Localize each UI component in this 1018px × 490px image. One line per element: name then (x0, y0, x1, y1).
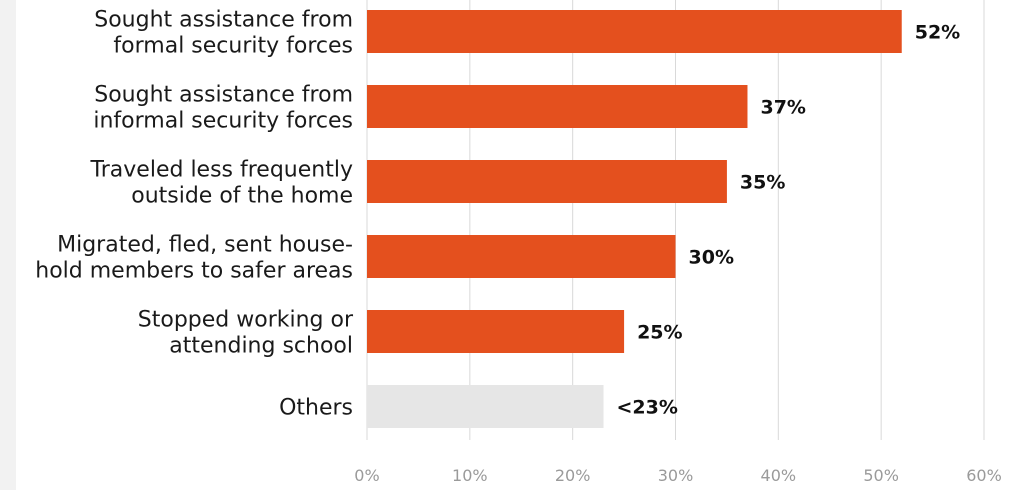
category-label-line: hold members to safer areas (35, 259, 353, 284)
x-tick-label: 0% (354, 466, 379, 485)
category-label-line: outside of the home (131, 184, 353, 209)
category-label-line: Sought assistance from (94, 83, 353, 108)
category-label-line: Traveled less frequently (90, 158, 353, 183)
bar (367, 385, 604, 428)
bar (367, 85, 748, 128)
category-label: Traveled less frequently outside of the h… (90, 158, 353, 209)
value-label: 25% (637, 322, 682, 344)
x-tick-label: 30% (658, 466, 694, 485)
category-label-line: formal security forces (113, 34, 353, 59)
bar (367, 160, 727, 203)
category-label: Stopped working or attending school (138, 308, 354, 359)
x-tick-label: 40% (761, 466, 797, 485)
bar (367, 235, 676, 278)
category-label-line: attending school (169, 334, 353, 359)
category-label-line: Sought assistance from (94, 8, 353, 33)
category-label: Sought assistance from formal security fo… (94, 8, 353, 59)
value-label: 30% (689, 247, 734, 269)
category-label-line: informal security forces (93, 109, 353, 134)
value-label: <23% (617, 397, 678, 419)
category-label: Others (279, 396, 353, 421)
value-label: 35% (740, 172, 785, 194)
category-label: Sought assistance from informal security … (93, 83, 353, 134)
category-label-line: Migrated, fled, sent house- (57, 233, 353, 258)
x-tick-label: 20% (555, 466, 591, 485)
category-label-line: Others (279, 396, 353, 421)
category-label: Migrated, fled, sent house-hold members … (35, 233, 353, 284)
x-tick-label: 50% (863, 466, 899, 485)
gridlines (366, 0, 985, 440)
category-label-line: Stopped working or (138, 308, 354, 333)
value-label: 52% (915, 22, 960, 44)
bar (367, 310, 625, 353)
bar (367, 10, 902, 53)
value-label: 37% (760, 97, 805, 119)
x-tick-label: 60% (966, 466, 1002, 485)
x-tick-label: 10% (452, 466, 488, 485)
